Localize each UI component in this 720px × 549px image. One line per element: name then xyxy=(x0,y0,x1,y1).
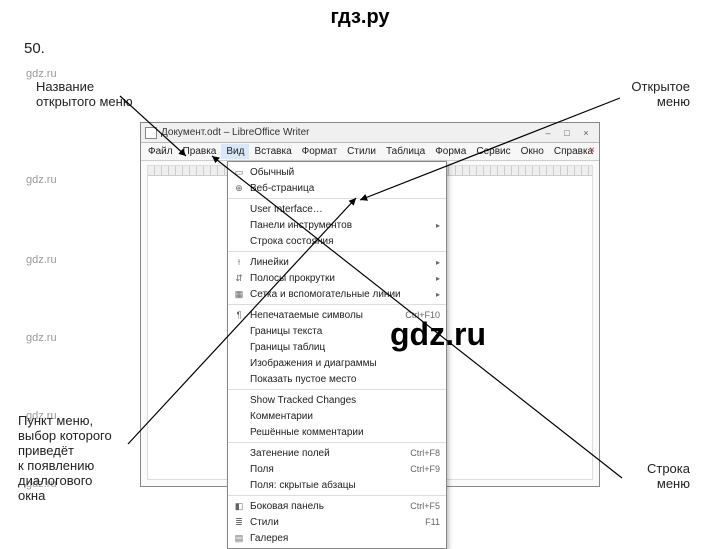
page-header: гдз.ру xyxy=(0,6,720,29)
styles-icon: ≣ xyxy=(232,516,246,528)
menu-dropdown-item[interactable]: ⊕ Веб-страница xyxy=(228,180,446,196)
menu-item-label: Стили xyxy=(250,517,419,528)
menu-item-label: Непечатаемые символы xyxy=(250,310,399,321)
page-icon: ▭ xyxy=(232,166,246,178)
label-menu-bar: Строкаменю xyxy=(647,462,690,492)
menu-dropdown-item[interactable]: Строка состояния xyxy=(228,233,446,249)
pilcrow-icon: ¶ xyxy=(232,309,246,321)
menu-item-label: Комментарии xyxy=(250,411,440,422)
label-open-menu: Открытоеменю xyxy=(631,80,690,110)
menu-item[interactable]: Стили xyxy=(342,144,381,159)
menu-item-label: Линейки xyxy=(250,257,432,268)
menu-dropdown-item[interactable]: Показать пустое место xyxy=(228,371,446,387)
view-dropdown[interactable]: ▭ Обычный ⊕ Веб-страница User Interface… Пане… xyxy=(227,161,447,549)
sidebar-icon: ◧ xyxy=(232,500,246,512)
blank-icon xyxy=(232,410,246,422)
menu-dropdown-item[interactable]: Комментарии xyxy=(228,408,446,424)
menubar[interactable]: ФайлПравкаВидВставкаФорматСтилиТаблицаФо… xyxy=(141,143,599,161)
menu-dropdown-item[interactable]: Панели инструментов ▸ xyxy=(228,217,446,233)
blank-icon xyxy=(232,203,246,215)
menu-item-label: Изображения и диаграммы xyxy=(250,358,440,369)
menu-dropdown-item[interactable]: Show Tracked Changes xyxy=(228,392,446,408)
big-watermark: gdz.ru xyxy=(390,316,486,353)
blank-icon xyxy=(232,219,246,231)
submenu-arrow-icon: ▸ xyxy=(436,221,440,230)
menu-item-label: Сетка и вспомогательные линии xyxy=(250,289,432,300)
menu-dropdown-item[interactable]: ▭ Обычный xyxy=(228,164,446,180)
menu-dropdown-item[interactable]: ⇵ Полосы прокрутки ▸ xyxy=(228,270,446,286)
gallery-icon: ▤ xyxy=(232,532,246,544)
menu-item[interactable]: Правка xyxy=(178,144,222,159)
menu-item-label: Веб-страница xyxy=(250,183,440,194)
menu-item[interactable]: Таблица xyxy=(381,144,430,159)
menu-item[interactable]: Файл xyxy=(143,144,178,159)
titlebar: Документ.odt – LibreOffice Writer – □ × xyxy=(141,123,599,143)
menu-dropdown-item[interactable]: ◧ Боковая панель Ctrl+F5 xyxy=(228,498,446,514)
grid-icon: ▦ xyxy=(232,288,246,300)
blank-icon xyxy=(232,341,246,353)
submenu-arrow-icon: ▸ xyxy=(436,258,440,267)
web-icon: ⊕ xyxy=(232,182,246,194)
menu-shortcut: Ctrl+F5 xyxy=(410,501,440,511)
menu-dropdown-item[interactable]: ⟊ Линейки ▸ xyxy=(228,254,446,270)
blank-icon xyxy=(232,373,246,385)
menu-dropdown-item[interactable]: Затенение полей Ctrl+F8 xyxy=(228,445,446,461)
watermark: gdz.ru xyxy=(26,174,57,186)
maximize-button[interactable]: □ xyxy=(558,126,576,140)
menu-item[interactable]: Окно xyxy=(516,144,549,159)
menu-dropdown-item[interactable]: ▤ Галерея xyxy=(228,530,446,546)
menu-shortcut: F11 xyxy=(425,517,440,527)
menu-item-label: Show Tracked Changes xyxy=(250,395,440,406)
menu-item-label: Обычный xyxy=(250,167,440,178)
menu-item[interactable]: Вид xyxy=(221,144,249,159)
close-button[interactable]: × xyxy=(577,126,595,140)
blank-icon xyxy=(232,426,246,438)
close-doc-icon[interactable]: × xyxy=(589,145,595,156)
watermark: gdz.ru xyxy=(26,254,57,266)
menu-shortcut: Ctrl+F9 xyxy=(410,464,440,474)
menu-item[interactable]: Форма xyxy=(430,144,471,159)
menu-dropdown-item[interactable]: Изображения и диаграммы xyxy=(228,355,446,371)
app-window: Документ.odt – LibreOffice Writer – □ × … xyxy=(140,122,600,487)
submenu-arrow-icon: ▸ xyxy=(436,274,440,283)
menu-item-label: Боковая панель xyxy=(250,501,404,512)
ruler-icon: ⟊ xyxy=(232,256,246,268)
minimize-button[interactable]: – xyxy=(539,126,557,140)
menu-item[interactable]: Сервис xyxy=(471,144,515,159)
menu-item-label: Панели инструментов xyxy=(250,220,432,231)
blank-icon xyxy=(232,447,246,459)
blank-icon xyxy=(232,394,246,406)
menu-dropdown-item[interactable]: User Interface… xyxy=(228,201,446,217)
menu-item-label: Показать пустое место xyxy=(250,374,440,385)
menu-dropdown-item[interactable]: ▦ Сетка и вспомогательные линии ▸ xyxy=(228,286,446,302)
menu-item-label: Строка состояния xyxy=(250,236,440,247)
menu-shortcut: Ctrl+F8 xyxy=(410,448,440,458)
menu-item[interactable]: Вставка xyxy=(249,144,296,159)
menu-dropdown-item[interactable]: Поля Ctrl+F9 xyxy=(228,461,446,477)
label-menu-title: Названиеоткрытого меню xyxy=(36,80,133,110)
menu-item-label: Поля xyxy=(250,464,404,475)
menu-item-label: Поля: скрытые абзацы xyxy=(250,480,440,491)
menu-item-label: Галерея xyxy=(250,533,440,544)
blank-icon xyxy=(232,357,246,369)
scroll-icon: ⇵ xyxy=(232,272,246,284)
blank-icon xyxy=(232,463,246,475)
menu-item-label: Затенение полей xyxy=(250,448,404,459)
app-icon xyxy=(145,127,157,139)
menu-item-label: Полосы прокрутки xyxy=(250,273,432,284)
menu-dropdown-item[interactable]: Решённые комментарии xyxy=(228,424,446,440)
menu-item-label: User Interface… xyxy=(250,204,440,215)
task-number: 50. xyxy=(24,40,45,57)
menu-item[interactable]: Формат xyxy=(297,144,343,159)
watermark: gdz.ru xyxy=(26,332,57,344)
menu-item-label: Решённые комментарии xyxy=(250,427,440,438)
blank-icon xyxy=(232,235,246,247)
blank-icon xyxy=(232,479,246,491)
submenu-arrow-icon: ▸ xyxy=(436,290,440,299)
blank-icon xyxy=(232,325,246,337)
menu-dropdown-item[interactable]: ≣ Стили F11 xyxy=(228,514,446,530)
label-dialog-item: Пункт меню,выбор которогоприведётк появл… xyxy=(18,414,112,504)
window-title: Документ.odt – LibreOffice Writer xyxy=(161,127,309,138)
menu-dropdown-item[interactable]: Поля: скрытые абзацы xyxy=(228,477,446,493)
